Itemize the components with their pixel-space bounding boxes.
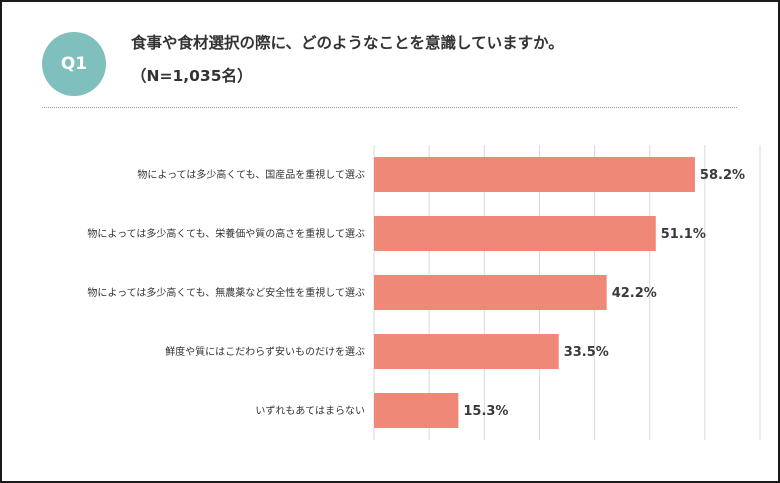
value-label: 42.2% — [612, 286, 657, 301]
category-label: 物によっては多少高くても、国産品を重視して選ぶ — [137, 168, 365, 181]
value-label: 51.1% — [661, 227, 706, 242]
bar — [374, 216, 656, 251]
bar — [374, 393, 459, 428]
dotted-divider — [42, 107, 737, 108]
bar — [374, 334, 559, 369]
category-label: 物によっては多少高くても、無農薬など安全性を重視して選ぶ — [87, 286, 365, 299]
value-label: 58.2% — [700, 168, 745, 183]
category-label: 物によっては多少高くても、栄養価や質の高さを重視して選ぶ — [87, 227, 365, 240]
category-label: いずれもあてはまらない — [255, 405, 365, 417]
sample-size-text: （N=1,035名） — [131, 67, 253, 85]
question-badge: Q1 — [42, 32, 106, 96]
category-label: 鮮度や質にはこだわらず安いものだけを選ぶ — [165, 345, 365, 358]
bar — [374, 275, 607, 310]
value-label: 15.3% — [463, 404, 508, 419]
question-text: 食事や食材選択の際に、どのようなことを意識していますか。 — [131, 34, 564, 52]
bar — [374, 157, 695, 192]
value-label: 33.5% — [564, 345, 609, 360]
